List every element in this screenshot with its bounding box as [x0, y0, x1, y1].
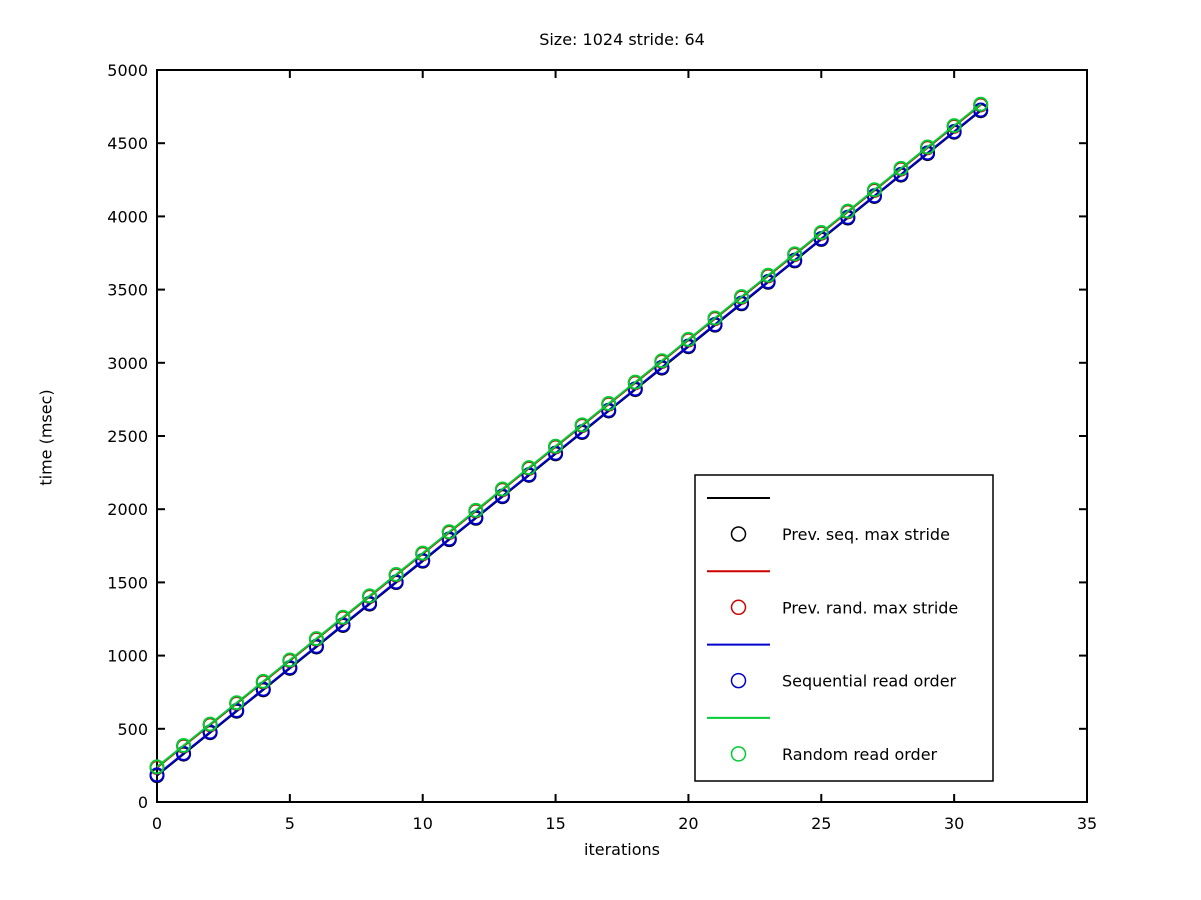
data-marker — [415, 545, 431, 561]
data-marker — [866, 182, 882, 198]
data-marker — [601, 395, 617, 411]
x-tick-label: 25 — [811, 814, 831, 833]
data-marker — [308, 631, 324, 647]
y-tick-label: 2500 — [107, 427, 148, 446]
legend-marker — [730, 746, 747, 762]
y-tick-label: 2000 — [107, 500, 148, 519]
data-marker — [893, 160, 909, 176]
y-tick-label: 5000 — [107, 61, 148, 80]
data-marker — [282, 652, 298, 668]
x-tick-label: 35 — [1077, 814, 1097, 833]
legend-marker — [730, 526, 747, 542]
data-marker — [920, 139, 936, 155]
data-marker — [734, 289, 750, 305]
data-marker — [760, 267, 776, 283]
data-marker — [840, 203, 856, 219]
data-marker — [176, 745, 192, 761]
data-marker — [388, 566, 404, 582]
y-axis-label: time (msec) — [36, 389, 56, 486]
data-marker — [362, 588, 378, 604]
legend-box — [694, 474, 994, 782]
x-tick-label: 30 — [944, 814, 964, 833]
legend-label: Prev. seq. max stride — [782, 525, 950, 544]
data-marker — [441, 524, 457, 540]
y-tick-label: 500 — [117, 720, 148, 739]
data-marker — [149, 767, 165, 783]
legend-label: Prev. rand. max stride — [782, 598, 958, 617]
x-tick-label: 15 — [545, 814, 565, 833]
data-marker — [787, 246, 803, 262]
x-axis-label: iterations — [584, 840, 660, 859]
data-marker — [574, 417, 590, 433]
legend-marker — [730, 599, 747, 616]
x-tick-label: 10 — [413, 814, 433, 833]
legend-label: Sequential read order — [782, 672, 957, 691]
data-marker — [521, 460, 537, 476]
data-marker — [654, 353, 670, 369]
legend-marker — [730, 672, 747, 689]
data-marker — [707, 310, 723, 326]
y-tick-label: 0 — [138, 793, 148, 812]
data-marker — [202, 716, 218, 732]
x-tick-label: 20 — [678, 814, 698, 833]
data-marker — [973, 96, 989, 112]
data-marker — [494, 481, 510, 497]
y-tick-label: 1500 — [107, 573, 148, 592]
data-marker — [548, 438, 564, 454]
y-tick-label: 4500 — [107, 134, 148, 153]
legend: Prev. seq. max stride Prev. rand. max str… — [694, 474, 994, 782]
x-tick-label: 0 — [152, 814, 162, 833]
data-marker — [468, 502, 484, 518]
data-marker — [335, 609, 351, 625]
y-tick-label: 1000 — [107, 647, 148, 666]
data-marker — [813, 225, 829, 241]
series-random-read-order — [149, 96, 989, 775]
x-tick-label: 5 — [285, 814, 295, 833]
data-marker — [946, 118, 962, 134]
legend-label: Random read order — [782, 745, 938, 764]
data-marker — [255, 673, 271, 689]
y-tick-label: 3500 — [107, 281, 148, 300]
data-marker — [680, 331, 696, 347]
y-tick-label: 4000 — [107, 207, 148, 226]
data-marker — [149, 759, 165, 775]
y-tick-label: 3000 — [107, 354, 148, 373]
data-marker — [627, 374, 643, 390]
plot-title: Size: 1024 stride: 64 — [539, 30, 705, 49]
data-marker — [229, 695, 245, 711]
data-marker — [202, 724, 218, 740]
data-marker — [176, 737, 192, 753]
